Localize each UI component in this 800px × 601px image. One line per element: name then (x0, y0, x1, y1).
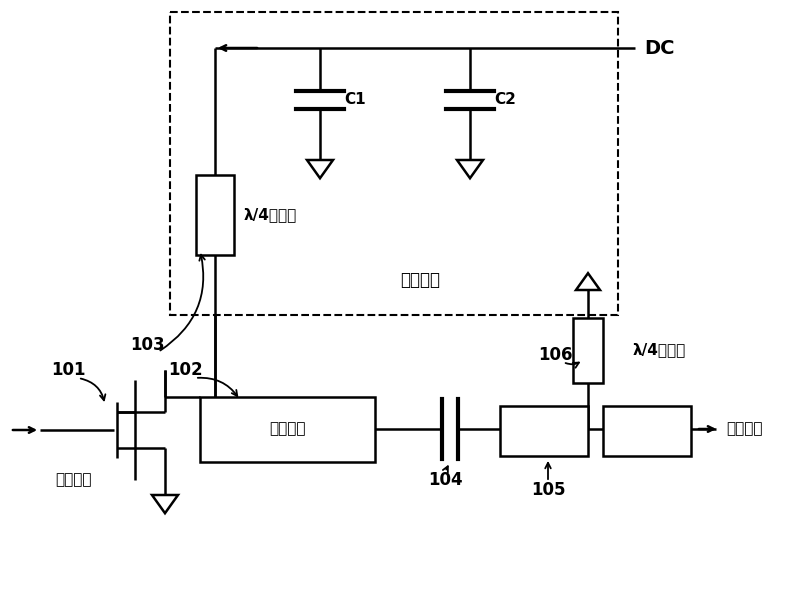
Text: 射频输入: 射频输入 (55, 472, 91, 487)
Text: 106: 106 (538, 346, 572, 364)
Bar (196, 175, 234, 255)
Text: C2: C2 (494, 93, 516, 108)
Bar (573, 318, 603, 383)
Text: C1: C1 (344, 93, 366, 108)
Text: 102: 102 (168, 361, 202, 379)
Bar (500, 406, 588, 456)
Bar (603, 406, 691, 456)
Text: 103: 103 (130, 336, 166, 354)
Bar (200, 397, 375, 462)
Text: 馈电网络: 馈电网络 (400, 271, 440, 289)
Bar (170, 12, 618, 315)
Text: 105: 105 (530, 481, 566, 499)
Text: 匹配电路: 匹配电路 (269, 421, 306, 436)
Text: λ/4微带线: λ/4微带线 (243, 207, 297, 222)
Text: 104: 104 (428, 471, 462, 489)
Text: DC: DC (645, 38, 675, 58)
Text: 射频输出: 射频输出 (726, 421, 762, 436)
Text: 101: 101 (50, 361, 86, 379)
Text: λ/4微带线: λ/4微带线 (633, 343, 686, 358)
